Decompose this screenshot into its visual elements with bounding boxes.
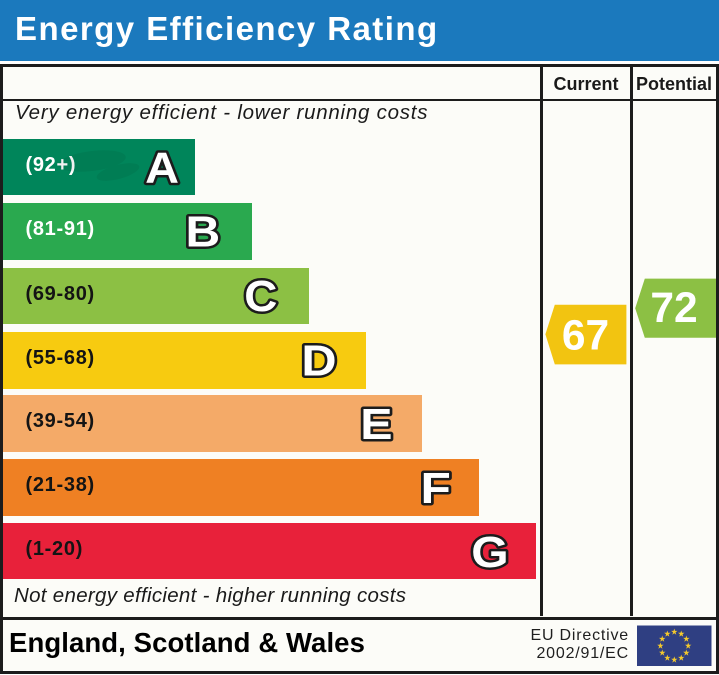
- svg-text:G: G: [471, 527, 508, 577]
- svg-text:D: D: [301, 336, 336, 385]
- svg-text:F: F: [421, 464, 451, 513]
- svg-text:72: 72: [650, 285, 697, 332]
- svg-text:E: E: [360, 399, 392, 448]
- svg-text:C: C: [244, 271, 277, 321]
- svg-text:67: 67: [562, 313, 609, 360]
- svg-text:A: A: [145, 143, 179, 192]
- svg-text:B: B: [186, 206, 221, 256]
